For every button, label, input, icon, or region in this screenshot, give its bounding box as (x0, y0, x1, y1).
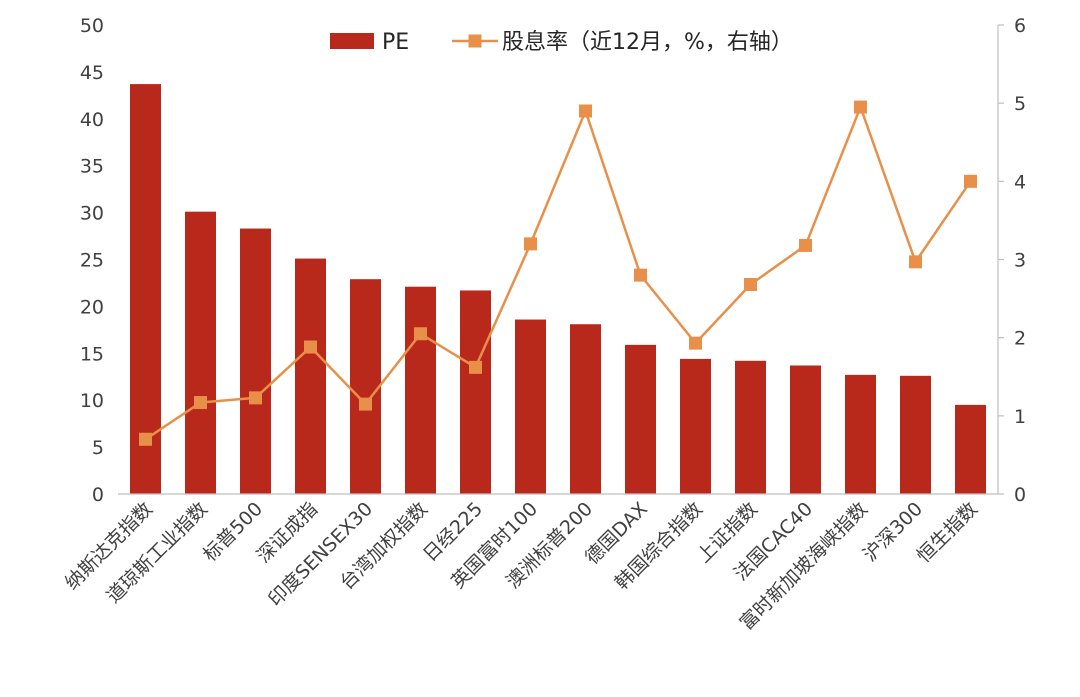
left-axis-tick-label: 25 (80, 250, 104, 272)
left-axis-tick-label: 20 (80, 296, 104, 318)
dividend-yield-marker-14 (854, 100, 867, 114)
right-axis-tick-label: 2 (1014, 328, 1026, 350)
bar-4 (295, 258, 326, 494)
right-axis-tick-label: 6 (1014, 15, 1026, 37)
left-axis-tick-label: 35 (80, 156, 104, 178)
legend-pe-label: PE (382, 30, 409, 55)
legend-pe-swatch (330, 33, 374, 49)
bar-8 (515, 319, 546, 494)
bar-7 (460, 290, 491, 494)
left-axis-tick-label: 0 (92, 484, 104, 506)
right-axis-tick-label: 5 (1014, 93, 1026, 115)
dividend-yield-marker-10 (634, 268, 647, 282)
dividend-yield-marker-9 (579, 104, 592, 118)
bar-6 (405, 286, 436, 494)
left-axis-tick-label: 5 (92, 437, 104, 459)
dividend-yield-marker-16 (964, 174, 977, 188)
category-label: 恒生指数 (913, 498, 982, 567)
dividend-yield-marker-5 (359, 397, 372, 411)
bar-15 (900, 375, 931, 494)
right-axis-tick-label: 3 (1014, 250, 1026, 272)
bar-14 (845, 374, 876, 494)
dividend-yield-marker-15 (909, 255, 922, 269)
bar-13 (790, 365, 821, 494)
left-axis-tick-label: 50 (80, 15, 104, 37)
right-axis-tick-label: 0 (1014, 484, 1026, 506)
category-label: 道琼斯工业指数 (102, 498, 212, 608)
dividend-yield-marker-4 (304, 340, 317, 354)
legend-dividend-label: 股息率（近12月，%，右轴） (502, 30, 793, 55)
dividend-yield-marker-6 (414, 327, 427, 341)
dividend-yield-marker-12 (744, 278, 757, 292)
left-axis-tick-label: 15 (80, 343, 104, 365)
dividend-yield-line (144, 105, 972, 441)
dividend-yield-marker-3 (249, 391, 262, 405)
dividend-yield-marker-11 (689, 336, 702, 350)
dividend-yield-marker-8 (524, 237, 537, 251)
bar-9 (570, 324, 601, 494)
dividend-yield-marker-7 (469, 360, 482, 374)
bar-1 (130, 84, 161, 495)
bar-2 (185, 211, 216, 495)
bar-3 (240, 228, 271, 494)
right-axis-tick-label: 4 (1014, 171, 1026, 193)
bar-12 (735, 360, 766, 494)
dividend-yield-marker-2 (194, 396, 207, 410)
left-axis-tick-label: 45 (80, 62, 104, 84)
legend-dividend-marker-swatch (468, 34, 482, 48)
bar-16 (955, 404, 986, 494)
right-axis-tick-label: 1 (1014, 406, 1026, 428)
dividend-yield-marker-13 (799, 238, 812, 252)
left-axis-tick-label: 10 (80, 390, 104, 412)
left-axis-tick-label: 30 (80, 203, 104, 225)
bar-11 (680, 358, 711, 494)
left-axis-tick-label: 40 (80, 109, 104, 131)
bar-10 (625, 344, 656, 494)
dividend-yield-marker-1 (139, 432, 152, 446)
bar-5 (350, 279, 381, 494)
